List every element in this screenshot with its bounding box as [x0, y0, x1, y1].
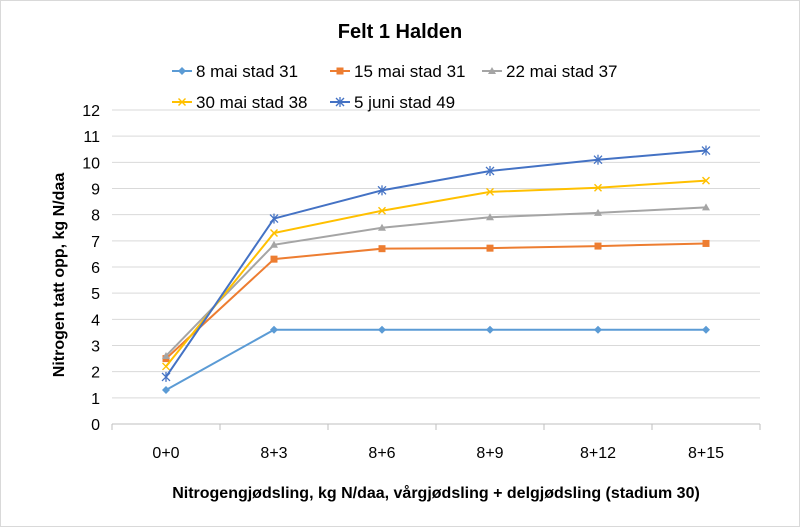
data-point	[701, 145, 711, 156]
data-point	[486, 187, 494, 196]
legend-marker	[335, 97, 345, 107]
legend-label: 5 juni stad 49	[354, 93, 455, 112]
x-tick-label: 0+0	[152, 445, 179, 462]
data-point	[593, 154, 603, 165]
x-tick-label: 8+9	[476, 445, 503, 462]
series-2	[162, 239, 710, 363]
data-point	[378, 223, 386, 231]
x-tick-label: 8+3	[260, 445, 287, 462]
x-axis-label: Nitrogengjødsling, kg N/daa, vårgjødslin…	[172, 484, 700, 502]
data-point	[162, 385, 170, 394]
data-point	[269, 213, 279, 224]
series-line	[165, 179, 707, 368]
legend-label: 15 mai stad 31	[354, 62, 466, 81]
series-3	[162, 203, 710, 359]
gridlines	[112, 109, 760, 425]
legend-marker	[178, 67, 186, 75]
data-point	[594, 242, 602, 250]
legend-label: 8 mai stad 31	[196, 62, 298, 81]
legend-label: 22 mai stad 37	[506, 62, 618, 81]
legend-item: 30 mai stad 38	[172, 93, 308, 112]
y-tick-label: 3	[91, 339, 100, 356]
legend-item: 22 mai stad 37	[482, 62, 618, 81]
series-line	[165, 149, 707, 378]
data-point	[270, 325, 278, 334]
data-point	[594, 183, 602, 192]
y-tick-label: 9	[91, 182, 100, 199]
data-point	[594, 325, 602, 334]
legend-marker	[178, 98, 186, 106]
data-point	[486, 244, 494, 252]
data-point	[162, 351, 170, 359]
data-point	[378, 206, 386, 215]
data-point	[702, 325, 710, 334]
x-tick-label: 8+12	[580, 445, 616, 462]
y-tick-label: 12	[82, 103, 100, 120]
data-point	[702, 203, 710, 211]
y-tick-label: 5	[91, 286, 100, 303]
data-point	[702, 239, 710, 247]
data-point	[486, 325, 494, 334]
y-tick-label: 1	[91, 391, 100, 408]
legend-marker	[488, 67, 496, 74]
y-tick-label: 8	[91, 208, 100, 225]
y-tick-label: 4	[91, 312, 100, 329]
data-point	[377, 185, 387, 196]
y-axis-label: Nitrogen tatt opp, kg N/daa	[51, 173, 68, 378]
data-point	[486, 213, 494, 221]
series-4	[162, 176, 710, 371]
y-tick-label: 10	[82, 155, 100, 172]
data-point	[378, 325, 386, 334]
y-tick-label: 6	[91, 260, 100, 277]
data-point	[161, 371, 171, 382]
series-5	[161, 145, 711, 382]
y-tick-label: 0	[91, 417, 100, 434]
data-point	[270, 228, 278, 237]
x-axis: 0+0 8+3 8+6 8+9 8+12 8+15	[111, 423, 761, 462]
chart-title: Felt 1 Halden	[338, 21, 462, 43]
legend-item: 8 mai stad 31	[172, 62, 298, 81]
series-line	[165, 242, 707, 360]
legend: 8 mai stad 31 15 mai stad 31 22 mai stad 3…	[172, 62, 618, 112]
legend-item: 15 mai stad 31	[330, 62, 466, 81]
x-tick-label: 8+6	[368, 445, 395, 462]
data-point	[594, 208, 602, 216]
legend-item: 5 juni stad 49	[330, 93, 455, 112]
series-line	[165, 328, 706, 391]
x-tick-label: 8+15	[688, 445, 724, 462]
data-point	[378, 245, 386, 253]
data-point	[270, 255, 278, 263]
y-tick-label: 7	[91, 234, 100, 251]
series-line	[165, 206, 707, 357]
data-point	[162, 362, 170, 371]
y-tick-label: 11	[83, 129, 100, 146]
data-point	[702, 176, 710, 185]
data-point	[270, 240, 278, 248]
legend-marker	[336, 67, 344, 75]
data-point	[485, 165, 495, 176]
series-lines	[161, 145, 711, 394]
y-tick-label: 2	[91, 365, 100, 382]
series-1	[162, 325, 710, 394]
legend-label: 30 mai stad 38	[196, 93, 308, 112]
